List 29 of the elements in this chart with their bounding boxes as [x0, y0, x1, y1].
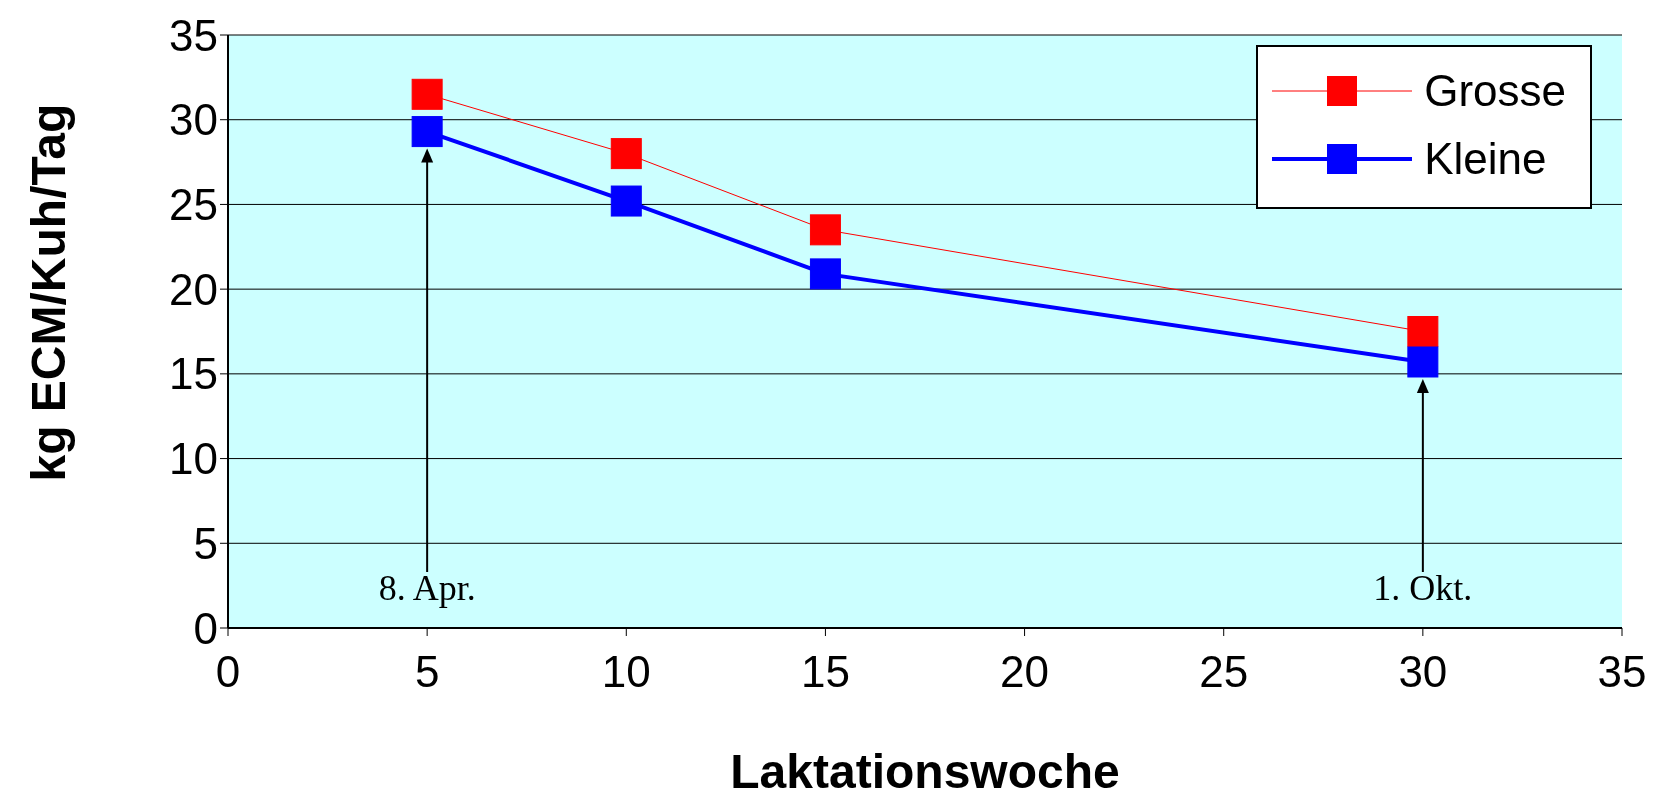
x-tick-label: 10 — [601, 647, 651, 697]
x-tick-label: 5 — [414, 647, 440, 697]
annotation: 8. Apr. — [378, 568, 476, 608]
x-tick-label: 25 — [1199, 647, 1249, 697]
point — [610, 138, 642, 170]
annotation: 1. Okt. — [1373, 568, 1473, 608]
point — [1407, 346, 1439, 378]
point — [610, 185, 642, 217]
y-axis-title: kg ECM/Kuh/Tag — [22, 103, 76, 482]
x-tick-label: 15 — [800, 647, 850, 697]
point — [809, 258, 841, 290]
point — [809, 214, 841, 246]
x-tick-label: 30 — [1398, 647, 1448, 697]
y-tick-label: 35 — [169, 10, 218, 60]
y-tick-label: 0 — [193, 603, 218, 653]
x-tick-label: 20 — [1000, 647, 1050, 697]
y-tick-label: 5 — [193, 518, 218, 568]
y-tick-label: 15 — [169, 349, 218, 399]
point — [1407, 316, 1439, 347]
x-axis-title: Laktationswoche — [730, 745, 1120, 798]
y-tick-label: 20 — [169, 264, 218, 314]
y-tick-label: 10 — [169, 434, 218, 484]
x-tick-label: 35 — [1597, 647, 1647, 697]
y-tick-label: 25 — [169, 180, 218, 230]
point — [411, 78, 443, 110]
y-tick-label: 30 — [169, 95, 218, 145]
point — [411, 116, 443, 148]
legend-label: Kleine — [1424, 134, 1547, 184]
legend-label: Grosse — [1424, 66, 1566, 116]
